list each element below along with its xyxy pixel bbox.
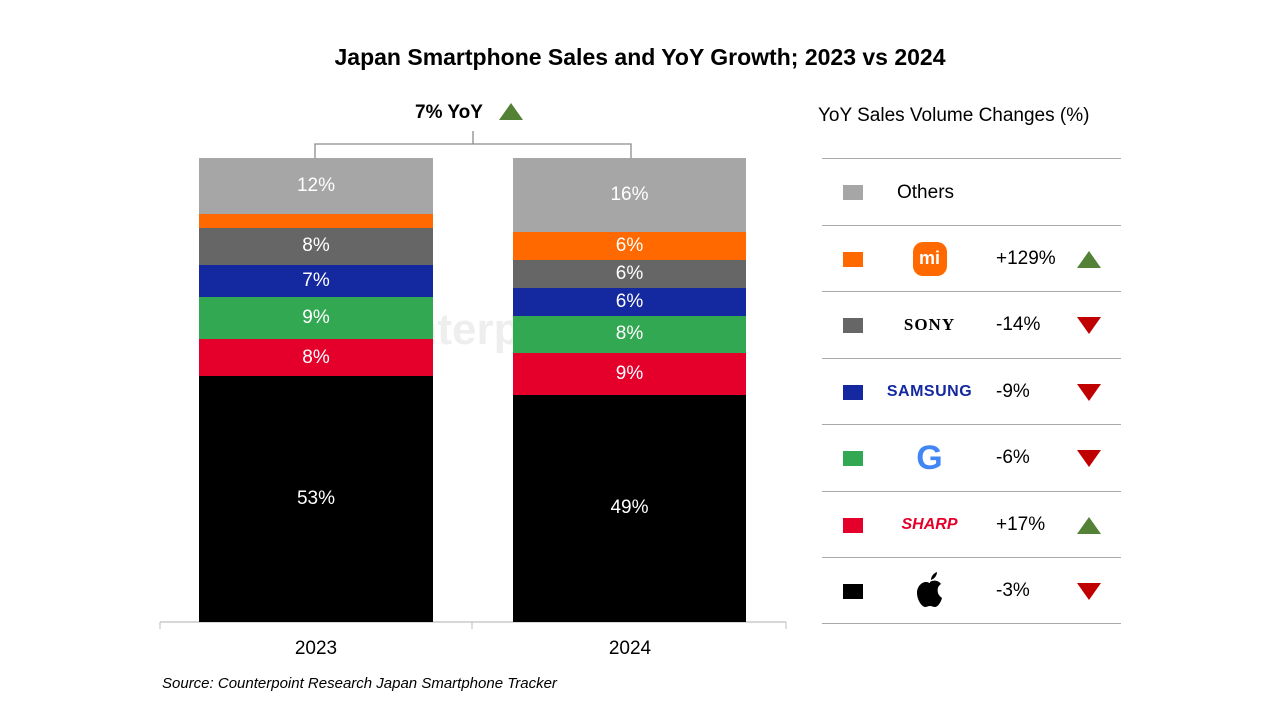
bar-segment-apple-2023: 53%: [199, 376, 433, 622]
samsung-logo-icon: SAMSUNG: [886, 382, 973, 400]
sharp-logo-icon: SHARP: [901, 515, 958, 533]
legend-row-apple: -3%: [822, 557, 1121, 624]
chart-title: Japan Smartphone Sales and YoY Growth; 2…: [334, 44, 946, 70]
bar-segment-xiaomi-2023: [199, 213, 433, 228]
legend-bottom-rule: [822, 623, 1121, 624]
x-tick-label-2024: 2024: [608, 638, 652, 659]
arrow-down-icon: [1077, 383, 1101, 401]
data-label: 16%: [610, 184, 649, 206]
arrow-up-icon: [1077, 516, 1101, 534]
brand-logo: G: [882, 425, 977, 491]
yoy-change: -6%: [996, 447, 1030, 468]
bar-segment-samsung-2023: 7%: [199, 264, 433, 298]
bar-segment-google-2023: 9%: [199, 297, 433, 339]
legend-swatch: [843, 584, 863, 599]
data-label: 9%: [615, 362, 644, 384]
bar-segment-others-2024: 16%: [513, 158, 746, 233]
data-label: 8%: [615, 323, 644, 345]
sony-logo-icon: SONY: [903, 315, 956, 334]
data-label: 49%: [610, 497, 649, 519]
brand-logo: mi: [882, 226, 977, 292]
data-label: 12%: [296, 174, 336, 196]
total-yoy-up-icon: [499, 103, 523, 120]
legend-row-others: Others: [822, 158, 1121, 225]
legend-swatch: [843, 251, 863, 267]
yoy-change: -14%: [996, 314, 1041, 335]
data-label: 8%: [302, 235, 330, 257]
bar-segment-sony-2023: 8%: [199, 227, 433, 265]
total-yoy-label: 7% YoY: [415, 102, 483, 123]
legend-row-sharp: SHARP +17%: [822, 490, 1121, 558]
legend-row-xiaomi: mi +129%: [822, 224, 1121, 292]
data-label: 8%: [302, 346, 330, 368]
legend-row-samsung: SAMSUNG -9%: [822, 357, 1121, 425]
data-label: 7%: [302, 269, 330, 291]
bar-segment-sony-2024: 6%: [513, 260, 746, 288]
data-label: 6%: [615, 290, 644, 312]
legend-swatch: [843, 517, 863, 533]
bar-segment-xiaomi-2024: 6%: [513, 232, 746, 261]
arrow-down-icon: [1077, 450, 1101, 467]
bar-segment-sharp-2024: 9%: [513, 352, 746, 395]
bar-2023: 53% 8% 9% 7% 8% 12%: [199, 158, 433, 622]
arrow-up-icon: [1077, 250, 1101, 268]
data-label: 53%: [296, 488, 336, 510]
legend-swatch: [843, 451, 863, 466]
data-label: 6%: [615, 235, 644, 257]
legend-title: YoY Sales Volume Changes (%): [818, 105, 1090, 126]
brand-logo: SHARP: [882, 492, 977, 558]
bar-segment-others-2023: 12%: [199, 158, 433, 214]
yoy-change: +129%: [996, 247, 1056, 269]
bar-segment-sharp-2023: 8%: [199, 338, 433, 377]
yoy-change: -3%: [996, 580, 1030, 601]
bar-segment-apple-2024: 49%: [513, 394, 746, 622]
arrow-down-icon: [1077, 583, 1101, 600]
xiaomi-logo-icon: mi: [912, 241, 947, 276]
legend-row-sony: SONY -14%: [822, 291, 1121, 358]
bar-2024: 49% 9% 8% 6% 6% 6% 16%: [513, 158, 746, 622]
yoy-bracket: [314, 131, 632, 158]
legend-swatch: [843, 185, 863, 200]
legend-others-label: Others: [897, 182, 955, 203]
brand-logo: [882, 558, 977, 624]
x-tick-label-2023: 2023: [294, 638, 338, 659]
bar-segment-google-2024: 8%: [513, 315, 746, 353]
brand-logo: SONY: [882, 292, 977, 358]
yoy-change: +17%: [996, 513, 1046, 535]
google-logo-icon: G: [916, 438, 943, 477]
brand-logo: SAMSUNG: [882, 359, 977, 425]
data-label: 6%: [615, 263, 644, 284]
apple-logo-icon: [916, 572, 942, 607]
legend-swatch: [843, 318, 863, 333]
legend-swatch: [843, 384, 863, 400]
arrow-down-icon: [1077, 317, 1101, 334]
source-note: Source: Counterpoint Research Japan Smar…: [162, 675, 557, 692]
legend-row-google: G -6%: [822, 424, 1121, 491]
yoy-change: -9%: [996, 380, 1030, 402]
bar-segment-samsung-2024: 6%: [513, 287, 746, 316]
data-label: 9%: [302, 307, 330, 329]
